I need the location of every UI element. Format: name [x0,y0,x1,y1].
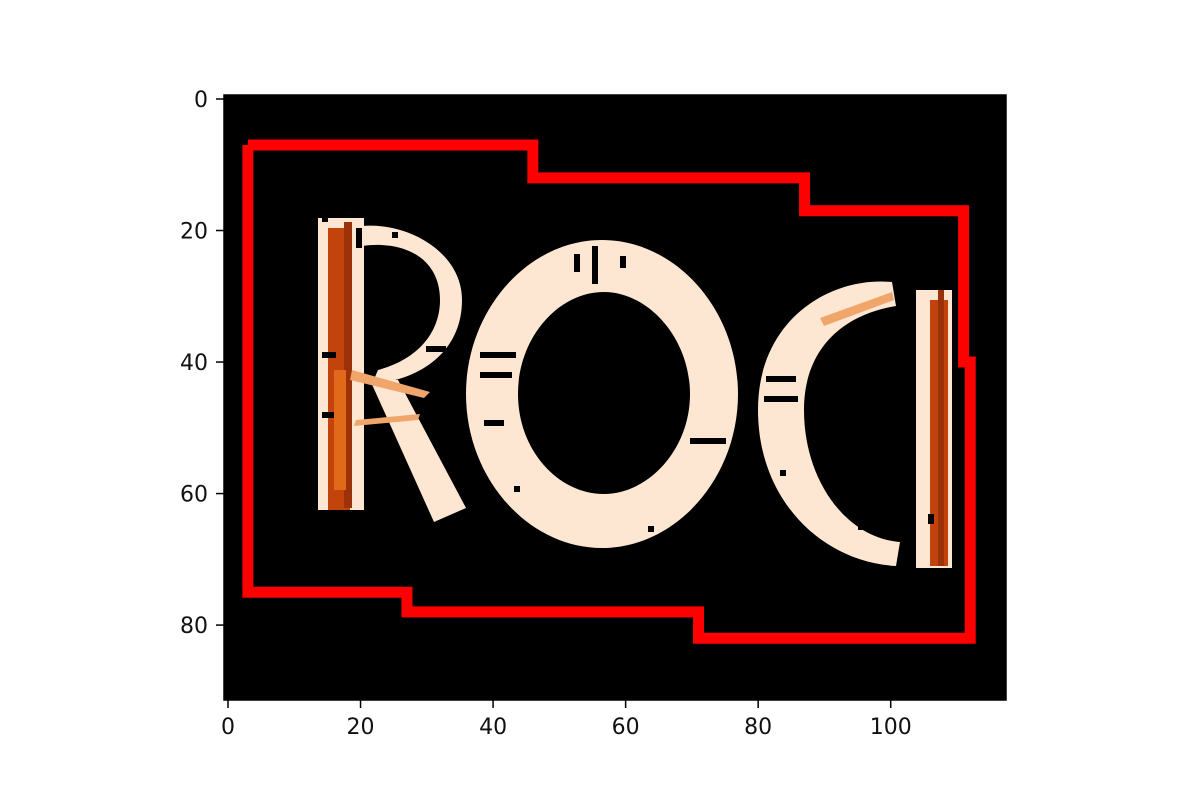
plot-frame [223,94,1007,701]
x-tick-label: 80 [744,715,772,740]
x-axis: 0 20 40 60 80 100 [221,700,912,740]
glyph-o [466,240,738,548]
glyph-k-partial [916,290,952,568]
y-tick-label: 0 [194,88,208,113]
x-tick-label: 60 [612,715,640,740]
image-content [242,139,976,644]
y-tick-label: 60 [180,483,208,508]
y-axis: 0 20 40 60 80 [180,88,224,639]
region-outline [242,139,976,644]
x-tick-label: 0 [221,715,235,740]
y-tick-label: 80 [180,614,208,639]
texture-pixels [322,214,934,532]
x-tick-label: 40 [479,715,507,740]
glyph-r [318,218,466,522]
y-tick-label: 20 [180,220,208,245]
y-tick-label: 40 [180,351,208,376]
x-tick-label: 100 [870,715,912,740]
glyph-c [758,281,900,566]
x-tick-label: 20 [347,715,375,740]
